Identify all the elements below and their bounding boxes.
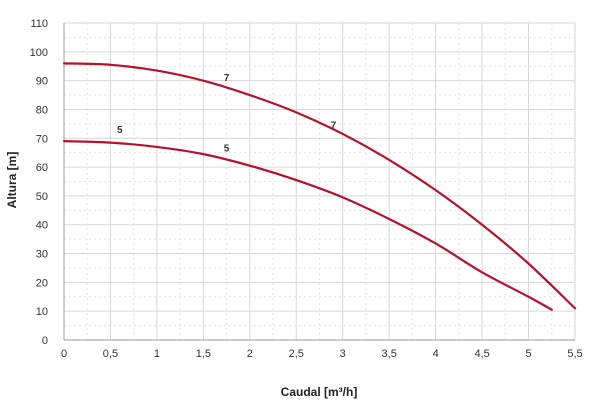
x-tick-label: 1,5	[196, 348, 211, 360]
x-tick-label: 4,5	[474, 348, 489, 360]
y-axis-title: Altura [m]	[5, 152, 19, 209]
labels-layer: 7 7 5 5	[117, 73, 337, 155]
y-tick-label: 110	[30, 18, 48, 30]
grid-layer	[63, 22, 576, 341]
y-tick-label: 10	[36, 306, 48, 318]
series-line-0	[62, 62, 577, 310]
y-tick-label: 60	[36, 162, 48, 174]
x-tick-label: 5,5	[567, 348, 582, 360]
x-tick-label: 1	[154, 348, 160, 360]
curve-label: 7	[224, 73, 230, 84]
y-tick-label: 80	[36, 104, 48, 116]
x-tick-label: 2,5	[289, 348, 304, 360]
curve-label: 5	[224, 144, 230, 155]
y-tick-label: 100	[30, 47, 48, 59]
curve-label: 5	[117, 125, 123, 136]
axes-layer: 0 0,5 1 1,5 2 2,5 3 3,5 4 4,5 5 5,5 0 10 20 30 40 50 60 70 8…	[30, 18, 583, 360]
x-tick-label: 0,5	[103, 348, 118, 360]
x-tick-label: 0	[61, 348, 67, 360]
y-tick-label: 20	[36, 277, 48, 289]
y-tick-label: 40	[36, 220, 48, 232]
y-tick-label: 30	[36, 249, 48, 261]
curve-label: 7	[331, 121, 337, 132]
x-tick-label: 4	[433, 348, 439, 360]
y-tick-label: 90	[36, 76, 48, 88]
x-tick-label: 3	[340, 348, 346, 360]
x-tick-label: 3,5	[382, 348, 397, 360]
series-line-1	[62, 140, 553, 311]
y-tick-label: 70	[36, 133, 48, 145]
x-axis-title: Caudal [m³/h]	[281, 385, 358, 399]
x-tick-label: 2	[247, 348, 253, 360]
y-tick-label: 50	[36, 191, 48, 203]
x-tick-label: 5	[525, 348, 531, 360]
y-tick-label: 0	[42, 335, 48, 347]
series-layer	[62, 62, 577, 311]
